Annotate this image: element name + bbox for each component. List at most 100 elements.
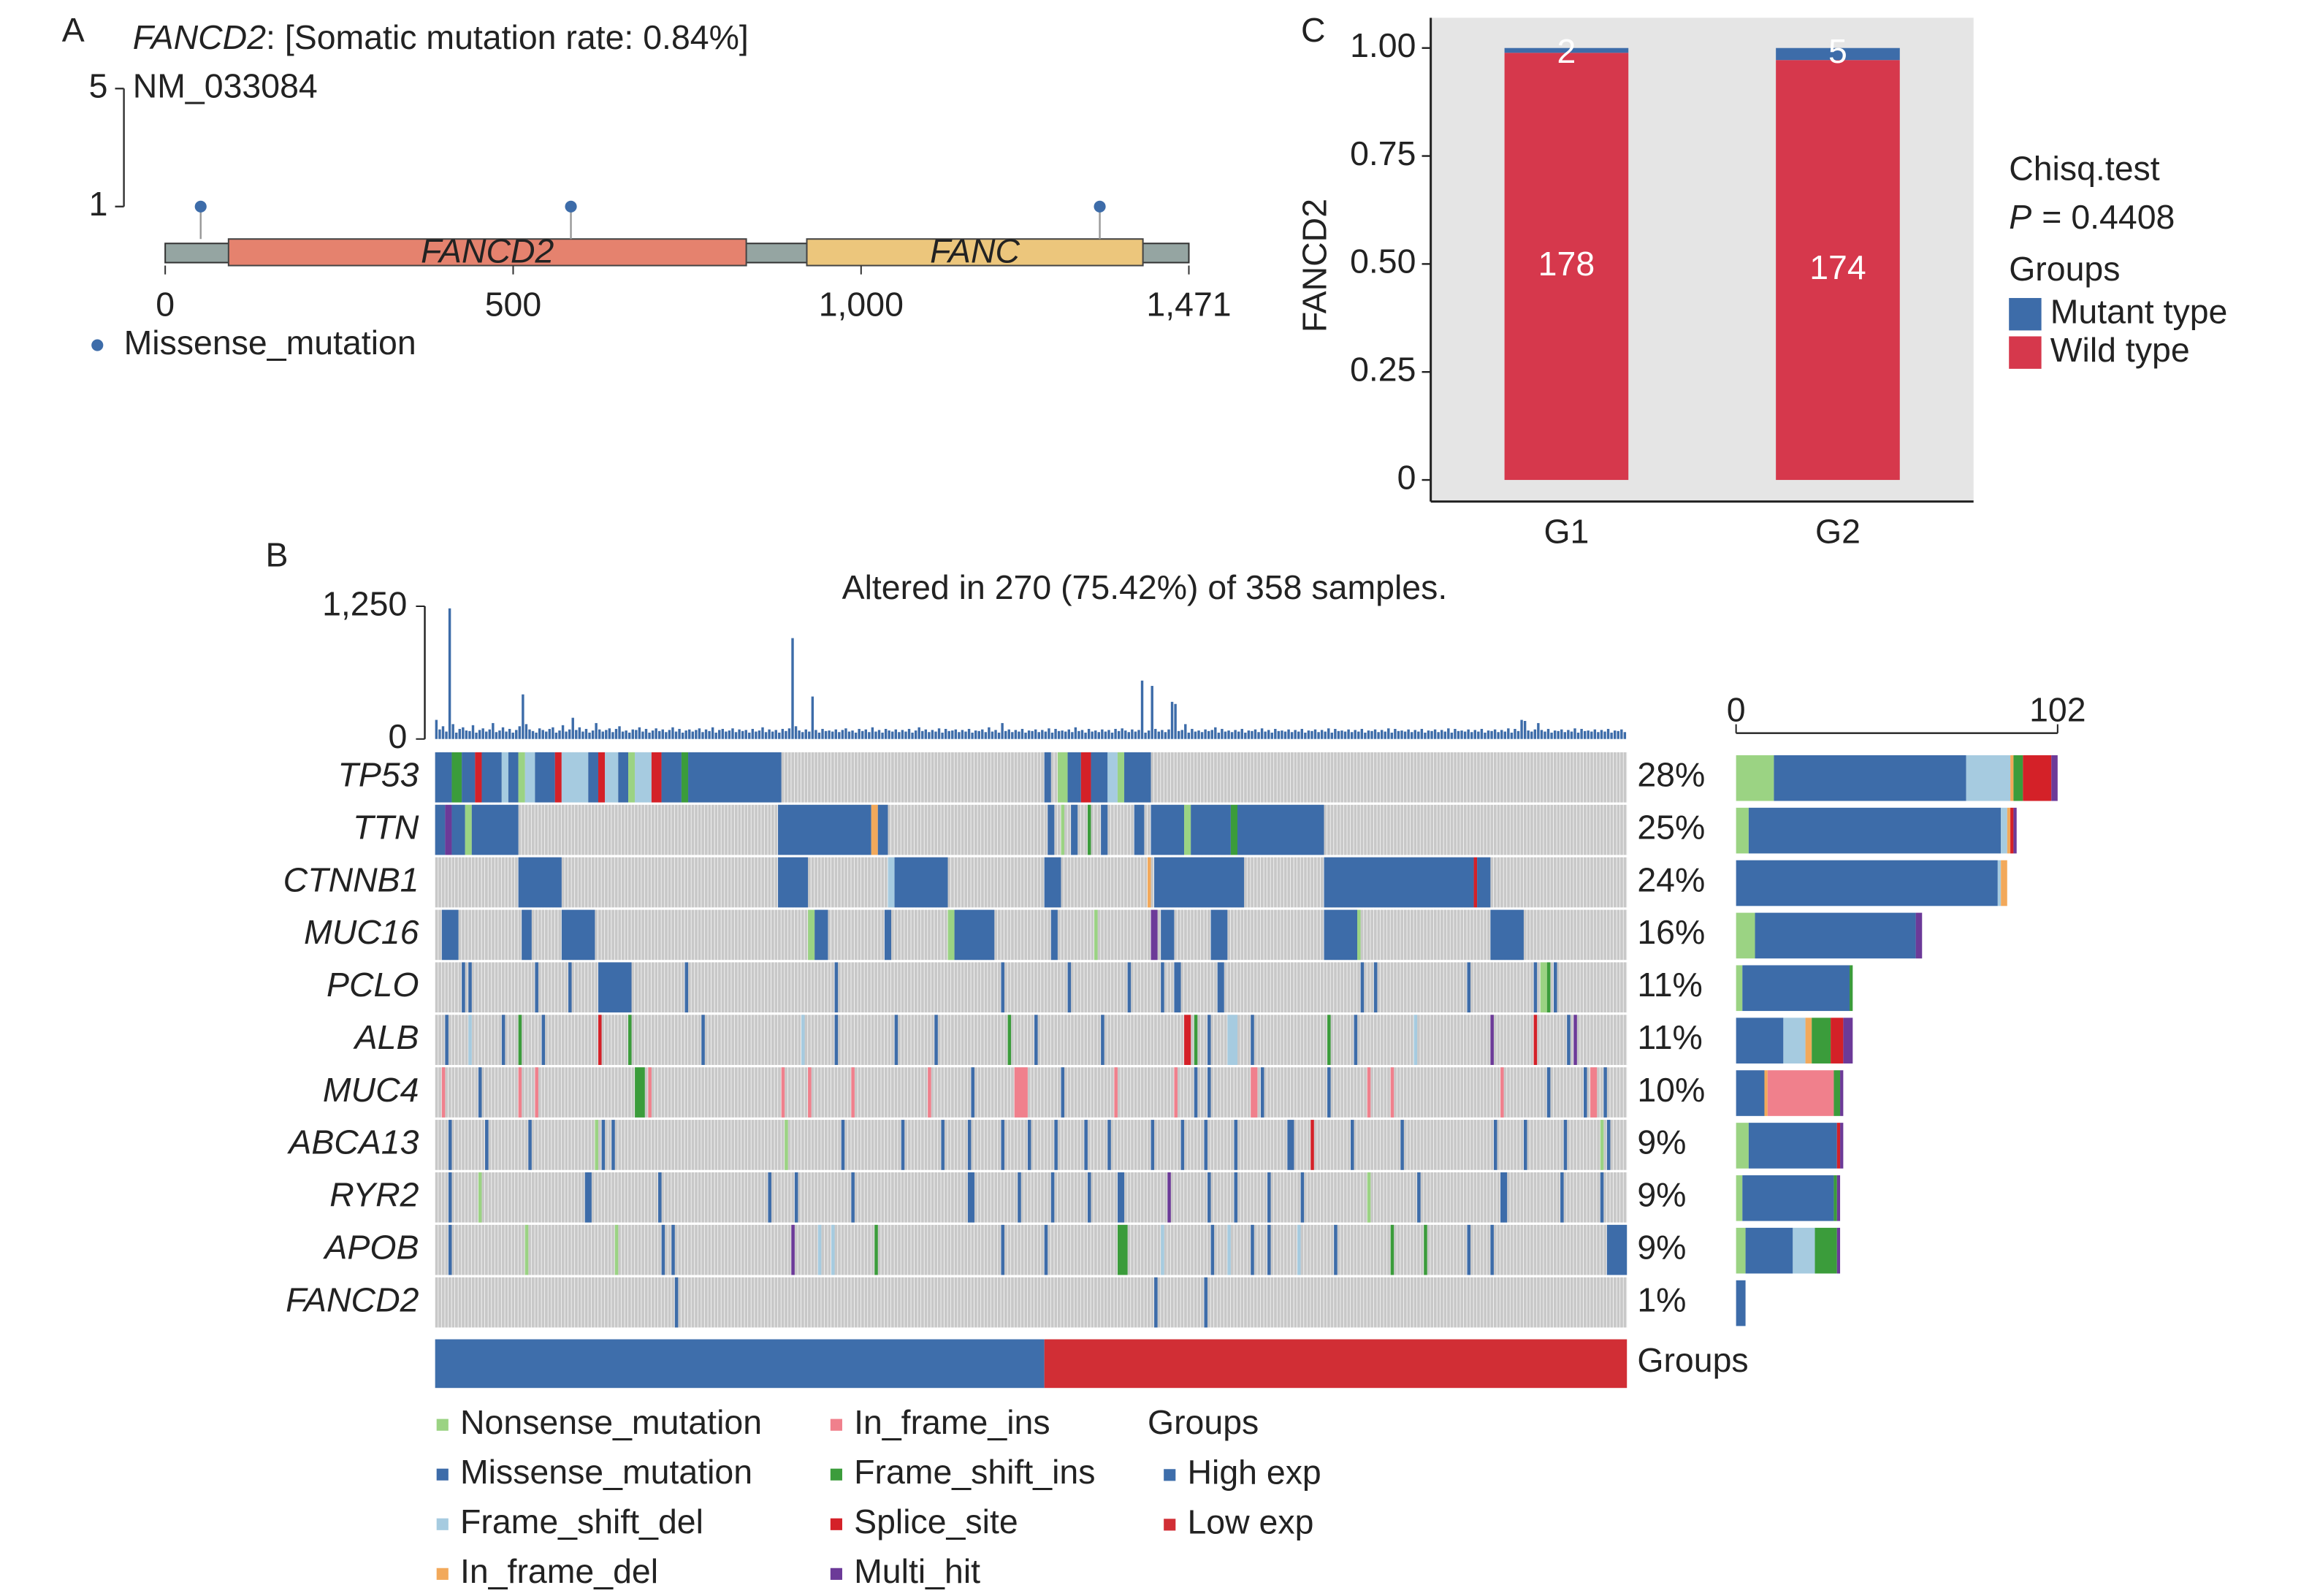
tmb-bar <box>1200 732 1204 739</box>
mutation-cell <box>1101 1015 1104 1065</box>
tmb-bar <box>522 694 524 739</box>
legend-swatch <box>436 1419 449 1431</box>
mutation-cell <box>1101 804 1108 855</box>
mutation-cell <box>901 1120 905 1170</box>
tmb-bar <box>851 730 854 739</box>
tmb-bar <box>601 731 604 739</box>
gene-label: CTNNB1 <box>283 860 419 898</box>
tmb-bar <box>1001 722 1004 739</box>
gene-bar-segment <box>1742 965 1850 1012</box>
y-tick-label: 1 <box>89 185 108 223</box>
tmb-bar <box>554 733 558 739</box>
tmb-bar <box>561 725 565 739</box>
tmb-bar <box>888 730 890 739</box>
mutation-cell <box>1590 1067 1598 1118</box>
tmb-bar <box>914 730 917 739</box>
mutation-cell <box>874 1224 878 1275</box>
gene-bar-segment <box>1736 1070 1765 1116</box>
tmb-bar <box>1094 730 1097 739</box>
tmb-bar <box>1167 729 1170 739</box>
legend-label: Splice_site <box>854 1503 1018 1540</box>
tmb-bar <box>1124 730 1127 739</box>
mutation-cell <box>1014 1067 1028 1118</box>
gene-bar-segment <box>2023 755 2052 801</box>
mutation-cell <box>648 1067 652 1118</box>
percent-label: 24% <box>1637 860 1705 898</box>
lollipop-head <box>194 200 207 213</box>
mutation-cell <box>598 1015 602 1065</box>
tmb-bar <box>947 730 950 739</box>
gene-bar-segment <box>2051 755 2058 801</box>
mutation-cell <box>465 804 472 855</box>
legend-label: Missense_mutation <box>124 324 416 362</box>
mutation-cell <box>1057 752 1068 803</box>
mutation-cell <box>468 1015 472 1065</box>
legend-title: Groups <box>2009 250 2120 288</box>
tmb-bar <box>468 730 471 739</box>
mutation-cell <box>518 752 525 803</box>
tmb-bar <box>1587 730 1590 739</box>
bar-tick-label: 0 <box>1727 691 1746 729</box>
tmb-bar <box>934 731 937 739</box>
mutation-cell <box>1154 1277 1158 1328</box>
tmb-bar <box>541 730 544 739</box>
tmb-bar <box>1603 731 1606 739</box>
mutation-cell <box>1467 962 1471 1013</box>
tmb-bar <box>787 728 791 739</box>
mutation-cell <box>1417 1172 1421 1223</box>
legend-label: Frame_shift_del <box>460 1503 703 1540</box>
tmb-bar <box>565 731 568 739</box>
gene-bar-segment <box>1836 1123 1841 1169</box>
group-segment <box>435 1339 1045 1389</box>
mutation-cell <box>1150 804 1185 855</box>
tmb-bar <box>704 729 708 739</box>
tmb-bar <box>758 730 761 739</box>
tmb-bar <box>1613 730 1617 739</box>
y-tick-label: 0.50 <box>1350 243 1416 280</box>
mutation-cell <box>448 1224 452 1275</box>
bar-segment <box>1776 60 1900 481</box>
tmb-bar <box>1104 731 1107 739</box>
tmb-bar <box>1467 729 1470 739</box>
tmb-bar <box>524 724 528 739</box>
mutation-cell <box>1071 804 1078 855</box>
mutation-cell <box>598 752 606 803</box>
percent-label: 11% <box>1637 966 1703 1004</box>
legend-label: Missense_mutation <box>460 1453 752 1491</box>
mutation-cell <box>1107 752 1118 803</box>
tmb-bar <box>1240 728 1243 739</box>
tmb-bar <box>1420 728 1424 739</box>
mutation-cell <box>967 1120 972 1170</box>
tmb-bar <box>794 726 798 739</box>
tmb-bar <box>1304 733 1307 739</box>
tmb-bar <box>1313 729 1317 739</box>
mutation-cell <box>894 857 948 908</box>
tmb-bar <box>937 728 941 739</box>
mutation-cell <box>1473 857 1478 908</box>
mutation-cell <box>1560 1172 1564 1223</box>
mutation-cell <box>1114 1067 1118 1118</box>
mutation-cell <box>1167 1172 1171 1223</box>
tmb-bar <box>771 731 774 739</box>
tmb-bar <box>1387 728 1390 739</box>
mutation-cell <box>1080 752 1091 803</box>
tmb-bar <box>891 731 894 739</box>
mutation-cell <box>1234 1172 1237 1223</box>
tmb-bar <box>1251 730 1253 739</box>
tmb-bar <box>455 733 458 739</box>
tmb-bar <box>871 727 874 739</box>
mutation-cell <box>1267 1224 1271 1275</box>
tmb-bar <box>961 730 964 739</box>
tmb-bar <box>1274 728 1277 739</box>
tmb-bar <box>1177 730 1180 739</box>
tmb-bar <box>658 730 661 739</box>
tmb-bar <box>1350 732 1354 739</box>
mutation-cell <box>651 752 662 803</box>
gene-bar-segment <box>1736 1280 1746 1326</box>
tmb-bar <box>475 733 478 739</box>
tmb-bar <box>578 727 581 739</box>
mutation-cell <box>468 962 472 1013</box>
tmb-bar <box>538 728 541 739</box>
y-tick-label: 0.25 <box>1350 350 1416 388</box>
